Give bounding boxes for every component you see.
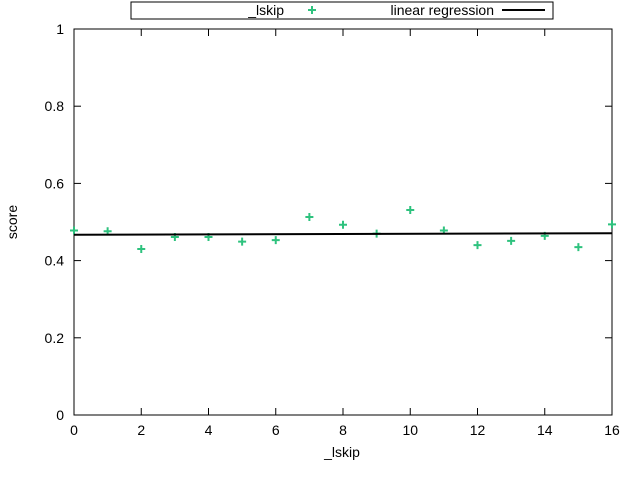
x-tick-label: 0 [70,422,78,438]
legend-symbol-points [308,6,316,14]
legend: _lskip linear regression [130,1,554,20]
data-point [574,243,583,252]
x-tick-label: 14 [537,422,553,438]
legend-label-line: linear regression [391,2,495,18]
legend-box [130,1,554,20]
data-point [137,245,146,254]
data-point [473,241,482,250]
data-point [406,206,415,215]
x-axis-label: _lskip [323,444,360,460]
data-point [271,236,280,245]
x-tick-label: 6 [272,422,280,438]
y-tick-label: 0 [56,407,64,423]
data-point [70,226,78,235]
legend-label-points: _lskip [247,2,284,18]
x-tick-label: 8 [339,422,347,438]
data-point [339,220,347,229]
regression-line [73,232,613,236]
x-tick-label: 16 [604,422,620,438]
data-point [238,237,247,246]
y-tick-label: 1 [56,21,64,37]
data-point [305,212,314,221]
y-tick-label: 0.2 [45,330,65,346]
x-tick-label: 4 [205,422,213,438]
x-tick-label: 2 [137,422,145,438]
y-tick-label: 0.8 [45,98,65,114]
y-axis-label: score [4,205,20,239]
data-point [507,236,516,245]
y-tick-label: 0.4 [45,253,65,269]
x-tick-label: 10 [402,422,418,438]
ticks: 0 2 4 6 8 10 12 14 16 0 0.2 0.4 0.6 0.8 1 [45,21,620,438]
x-tick-label: 12 [470,422,486,438]
y-tick-label: 0.6 [45,175,65,191]
data-point [608,220,616,229]
series [70,206,616,254]
